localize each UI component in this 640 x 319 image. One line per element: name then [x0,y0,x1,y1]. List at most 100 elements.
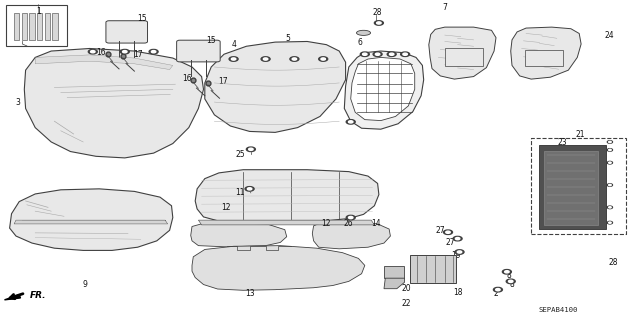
Text: 13: 13 [244,289,255,298]
Text: 18: 18 [453,288,462,297]
Text: 20: 20 [401,284,412,293]
Circle shape [151,51,156,53]
Circle shape [609,162,611,163]
Ellipse shape [356,30,371,35]
Circle shape [609,184,611,186]
Polygon shape [511,27,581,79]
Circle shape [607,161,612,164]
FancyBboxPatch shape [106,21,148,43]
Bar [14,13,19,40]
Text: 15: 15 [206,36,216,45]
Text: 19: 19 [451,251,461,260]
Text: 23: 23 [557,138,567,147]
Bar [410,255,456,283]
Circle shape [389,53,394,56]
Circle shape [246,147,255,152]
Circle shape [506,279,515,284]
Polygon shape [35,55,173,70]
Circle shape [504,271,509,273]
Text: 17: 17 [132,50,143,59]
Circle shape [607,141,612,143]
Circle shape [509,280,513,283]
Polygon shape [24,48,204,158]
Circle shape [375,53,380,56]
Circle shape [609,222,611,223]
Circle shape [455,250,464,254]
Text: 2: 2 [493,289,499,298]
Circle shape [319,57,328,61]
Circle shape [609,141,611,143]
Circle shape [376,22,381,24]
Text: 9: 9 [82,280,87,289]
Polygon shape [195,170,379,221]
Circle shape [502,270,511,274]
Circle shape [387,52,396,56]
Text: 6: 6 [357,38,362,47]
Circle shape [607,221,612,224]
Text: 8: 8 [509,280,515,289]
Circle shape [360,52,369,56]
Circle shape [263,58,268,60]
Polygon shape [14,220,168,224]
Circle shape [455,237,460,240]
Text: 26: 26 [344,219,354,228]
Text: 28: 28 [373,8,382,17]
Circle shape [609,149,611,151]
Polygon shape [384,278,404,289]
Circle shape [607,184,612,186]
Bar [45,13,50,40]
Text: 24: 24 [604,31,614,40]
Circle shape [229,57,238,61]
Circle shape [120,49,129,54]
Text: 5: 5 [285,34,291,43]
Text: 27: 27 [445,238,455,247]
FancyBboxPatch shape [177,40,220,62]
Circle shape [362,53,367,56]
Circle shape [149,49,158,54]
Polygon shape [198,220,374,225]
Circle shape [290,57,299,61]
Text: 12: 12 [221,204,230,212]
Circle shape [609,207,611,208]
Text: 25: 25 [236,150,246,159]
Text: FR.: FR. [30,291,47,300]
Circle shape [607,149,612,151]
Bar [544,151,598,225]
Text: 28: 28 [609,258,618,267]
Circle shape [496,288,500,291]
Polygon shape [10,189,173,250]
Circle shape [403,53,408,56]
Text: 4: 4 [231,40,236,48]
Text: SEPAB4100: SEPAB4100 [539,307,579,313]
Circle shape [374,21,383,25]
Polygon shape [351,57,415,121]
Polygon shape [205,41,346,132]
Circle shape [373,52,382,56]
Circle shape [453,236,462,241]
Text: 12: 12 [322,219,331,228]
Text: 17: 17 [218,78,228,86]
Bar [539,145,606,229]
Circle shape [607,206,612,209]
Text: 27: 27 [435,226,445,235]
Bar [22,13,27,40]
Bar [37,13,42,40]
Text: 16: 16 [182,74,192,83]
Circle shape [401,52,410,56]
Polygon shape [4,295,20,300]
Polygon shape [191,223,287,247]
Bar [525,50,563,66]
Circle shape [457,251,462,253]
Text: 22: 22 [402,299,411,308]
Bar [6,5,67,46]
Circle shape [88,49,97,54]
Text: 7: 7 [442,4,447,12]
Text: 8: 8 [506,271,511,280]
Bar [384,266,404,278]
Circle shape [349,216,353,219]
Text: 21: 21 [575,130,584,139]
Bar [531,138,626,234]
Text: 16: 16 [96,48,106,57]
Text: 15: 15 [137,14,147,23]
Polygon shape [312,221,390,249]
